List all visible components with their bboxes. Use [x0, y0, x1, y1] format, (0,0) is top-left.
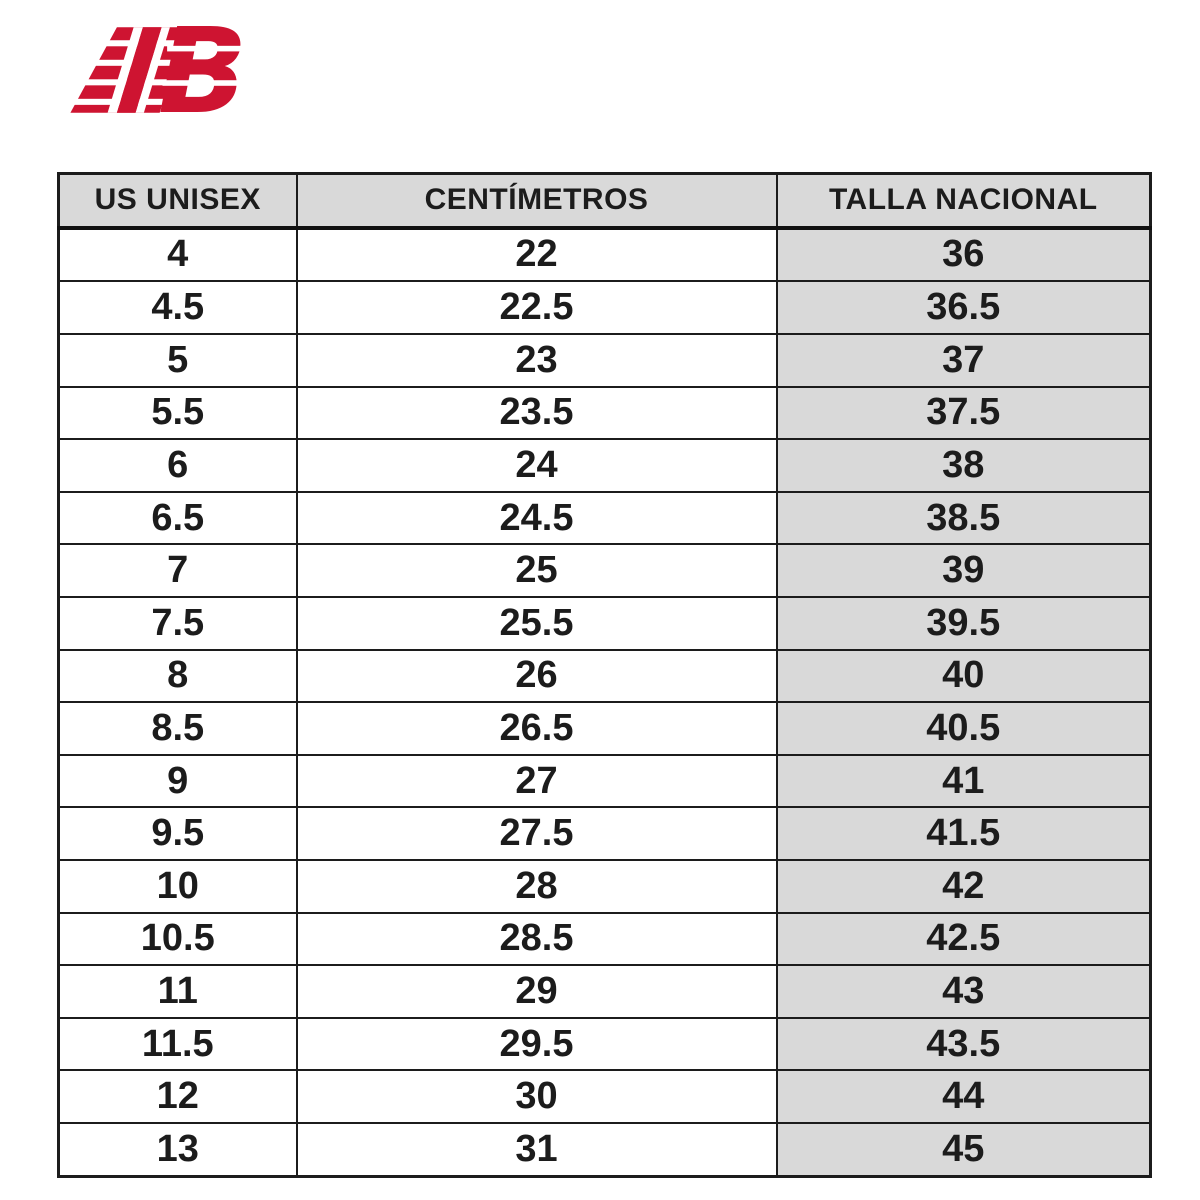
table-row: 6 24 38	[57, 438, 1152, 493]
column-header-centimetros: CENTÍMETROS	[295, 172, 778, 230]
table-cell: 43	[775, 964, 1152, 1019]
table-row: 12 30 44	[57, 1069, 1152, 1125]
table-cell: 4.5	[57, 280, 298, 335]
table-row: 9 27 41	[57, 753, 1152, 809]
table-row: 13 31 45	[57, 1122, 1152, 1178]
table-cell: 39.5	[775, 595, 1152, 651]
table-cell: 25	[295, 543, 778, 598]
table-cell: 13	[57, 1122, 298, 1178]
table-cell: 28	[295, 858, 778, 914]
table-row: 10 28 42	[57, 858, 1152, 914]
table-cell: 29.5	[295, 1016, 778, 1072]
table-cell: 10	[57, 858, 298, 914]
table-cell: 41.5	[775, 806, 1152, 861]
table-cell: 26	[295, 648, 778, 704]
table-cell: 36	[775, 226, 1152, 283]
table-body: 4 22 36 4.5 22.5 36.5 5 23 37 5.5 23.5 37.5 6 24 38 6.5…	[57, 226, 1152, 1178]
table-cell: 25.5	[295, 595, 778, 651]
size-chart: US UNISEX CENTÍMETROS TALLA NACIONAL 4 22…	[57, 172, 1152, 1178]
table-cell: 29	[295, 964, 778, 1019]
table-cell: 40.5	[775, 701, 1152, 756]
svg-text:B: B	[158, 2, 248, 140]
table-cell: 12	[57, 1069, 298, 1125]
table-cell: 28.5	[295, 911, 778, 967]
table-cell: 23	[295, 332, 778, 388]
table-row: 10.5 28.5 42.5	[57, 911, 1152, 967]
new-balance-nb-icon: B	[62, 2, 248, 140]
table-cell: 6.5	[57, 490, 298, 546]
table-row: 9.5 27.5 41.5	[57, 806, 1152, 861]
table-cell: 4	[57, 226, 298, 283]
table-cell: 41	[775, 753, 1152, 809]
table-cell: 36.5	[775, 280, 1152, 335]
table-cell: 8	[57, 648, 298, 704]
table-cell: 7.5	[57, 595, 298, 651]
table-row: 6.5 24.5 38.5	[57, 490, 1152, 546]
table-row: 11 29 43	[57, 964, 1152, 1019]
table-cell: 26.5	[295, 701, 778, 756]
table-cell: 43.5	[775, 1016, 1152, 1072]
table-row: 11.5 29.5 43.5	[57, 1016, 1152, 1072]
table-cell: 27.5	[295, 806, 778, 861]
table-row: 5.5 23.5 37.5	[57, 385, 1152, 441]
table-cell: 23.5	[295, 385, 778, 441]
table-cell: 31	[295, 1122, 778, 1178]
table-cell: 37	[775, 332, 1152, 388]
table-cell: 39	[775, 543, 1152, 598]
table-row: 7 25 39	[57, 543, 1152, 598]
table-cell: 22	[295, 226, 778, 283]
new-balance-logo: B	[62, 2, 248, 140]
table-row: 5 23 37	[57, 332, 1152, 388]
table-row: 4 22 36	[57, 226, 1152, 283]
table-row: 8.5 26.5 40.5	[57, 701, 1152, 756]
table-cell: 38.5	[775, 490, 1152, 546]
table-cell: 5	[57, 332, 298, 388]
table-cell: 45	[775, 1122, 1152, 1178]
table-cell: 27	[295, 753, 778, 809]
table-cell: 24	[295, 438, 778, 493]
table-cell: 8.5	[57, 701, 298, 756]
table-cell: 9	[57, 753, 298, 809]
table-cell: 5.5	[57, 385, 298, 441]
column-header-talla-nacional: TALLA NACIONAL	[775, 172, 1152, 230]
table-cell: 37.5	[775, 385, 1152, 441]
table-cell: 30	[295, 1069, 778, 1125]
size-conversion-table: US UNISEX CENTÍMETROS TALLA NACIONAL 4 22…	[57, 172, 1152, 1178]
table-row: 4.5 22.5 36.5	[57, 280, 1152, 335]
table-cell: 22.5	[295, 280, 778, 335]
table-cell: 42.5	[775, 911, 1152, 967]
table-row: 8 26 40	[57, 648, 1152, 704]
column-header-us-unisex: US UNISEX	[57, 172, 298, 230]
table-row: 7.5 25.5 39.5	[57, 595, 1152, 651]
table-cell: 42	[775, 858, 1152, 914]
header-row: US UNISEX CENTÍMETROS TALLA NACIONAL	[57, 172, 1152, 230]
table-cell: 11.5	[57, 1016, 298, 1072]
table-cell: 9.5	[57, 806, 298, 861]
table-cell: 10.5	[57, 911, 298, 967]
table-cell: 38	[775, 438, 1152, 493]
table-cell: 24.5	[295, 490, 778, 546]
table-cell: 44	[775, 1069, 1152, 1125]
table-cell: 7	[57, 543, 298, 598]
table-cell: 6	[57, 438, 298, 493]
table-cell: 40	[775, 648, 1152, 704]
table-cell: 11	[57, 964, 298, 1019]
